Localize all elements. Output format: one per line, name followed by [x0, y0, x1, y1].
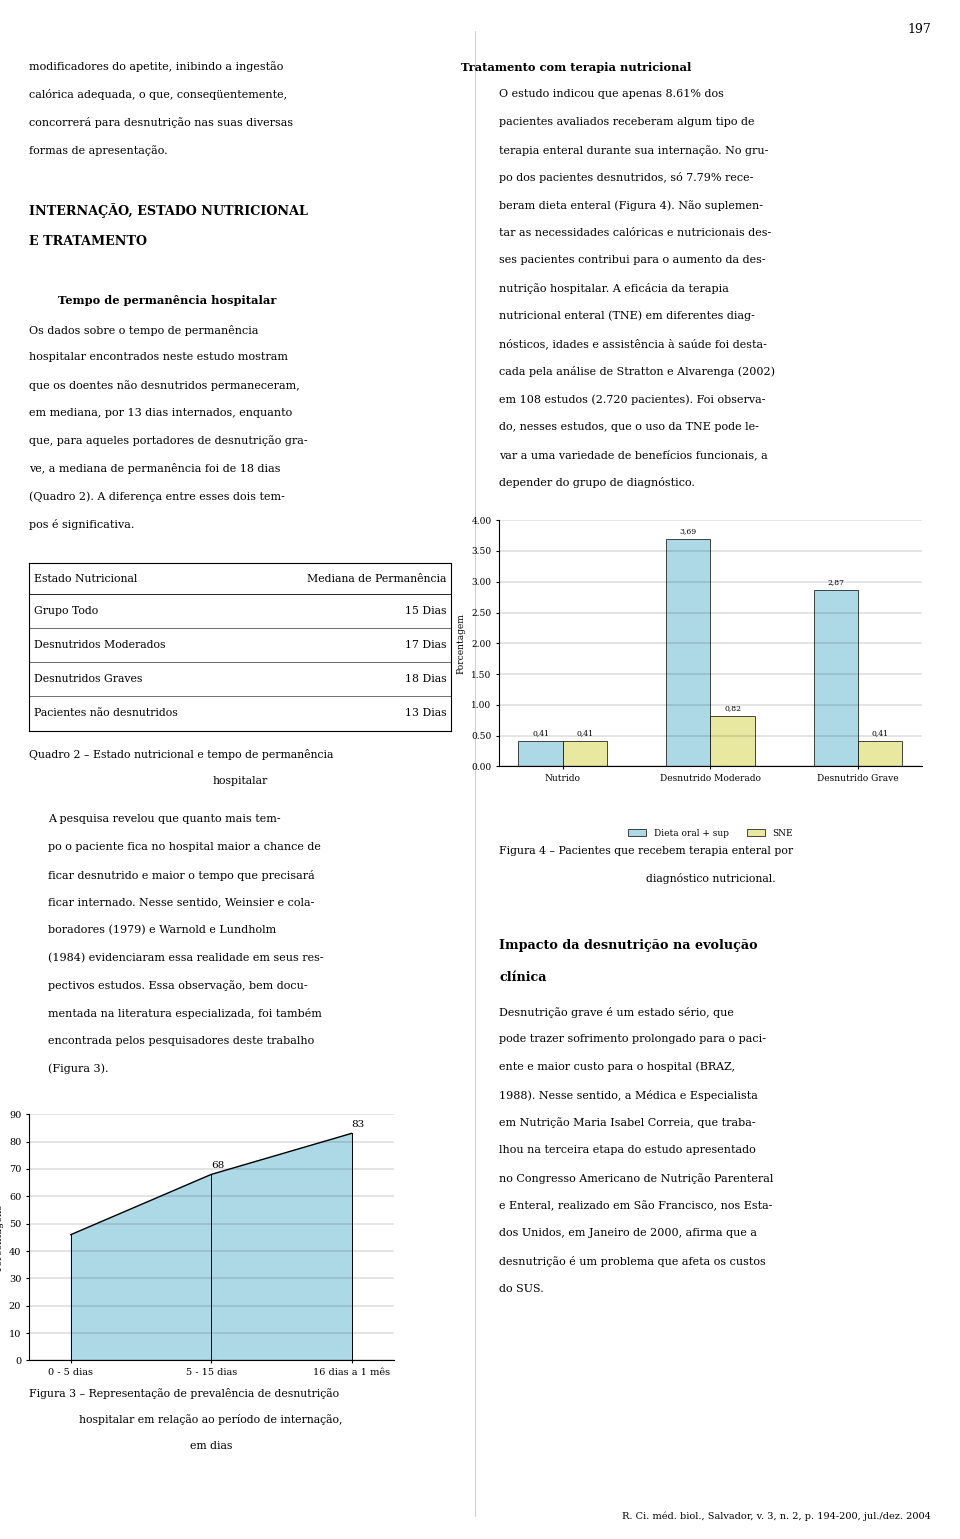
Text: (Quadro 2). A diferença entre esses dois tem-: (Quadro 2). A diferença entre esses dois…: [29, 491, 285, 502]
Text: em Nutrição Maria Isabel Correia, que traba-: em Nutrição Maria Isabel Correia, que tr…: [499, 1117, 756, 1128]
Text: cada pela análise de Stratton e Alvarenga (2002): cada pela análise de Stratton e Alvareng…: [499, 366, 776, 377]
Text: 13 Dias: 13 Dias: [405, 708, 446, 717]
Y-axis label: Porcentagem: Porcentagem: [457, 613, 466, 674]
Text: INTERNAÇÃO, ESTADO NUTRICIONAL: INTERNAÇÃO, ESTADO NUTRICIONAL: [29, 203, 307, 219]
Text: 0,41: 0,41: [576, 729, 593, 737]
Bar: [666, 539, 710, 766]
Text: Grupo Todo: Grupo Todo: [34, 606, 98, 616]
Bar: [563, 742, 607, 766]
Text: lhou na terceira etapa do estudo apresentado: lhou na terceira etapa do estudo apresen…: [499, 1145, 756, 1154]
Text: em dias: em dias: [190, 1441, 232, 1450]
Text: 0,41: 0,41: [532, 729, 549, 737]
Text: Tempo de permanência hospitalar: Tempo de permanência hospitalar: [58, 295, 276, 306]
Text: po dos pacientes desnutridos, só 7.79% rece-: po dos pacientes desnutridos, só 7.79% r…: [499, 172, 754, 183]
Text: Desnutridos Graves: Desnutridos Graves: [34, 674, 142, 683]
Text: em 108 estudos (2.720 pacientes). Foi observa-: em 108 estudos (2.720 pacientes). Foi ob…: [499, 394, 766, 405]
Text: Figura 3 – Representação de prevalência de desnutrição: Figura 3 – Representação de prevalência …: [29, 1388, 339, 1399]
Legend: Dieta oral + sup, SNE: Dieta oral + sup, SNE: [625, 825, 796, 842]
Text: pectivos estudos. Essa observação, bem docu-: pectivos estudos. Essa observação, bem d…: [48, 980, 307, 991]
Text: diagnóstico nutricional.: diagnóstico nutricional.: [645, 873, 776, 883]
Text: que, para aqueles portadores de desnutrição gra-: que, para aqueles portadores de desnutri…: [29, 436, 307, 446]
Text: calórica adequada, o que, conseqüentemente,: calórica adequada, o que, conseqüentemen…: [29, 89, 287, 100]
Text: tar as necessidades calóricas e nutricionais des-: tar as necessidades calóricas e nutricio…: [499, 228, 772, 237]
Text: boradores (1979) e Warnold e Lundholm: boradores (1979) e Warnold e Lundholm: [48, 925, 276, 936]
Text: terapia enteral durante sua internação. No gru-: terapia enteral durante sua internação. …: [499, 145, 769, 155]
Text: pacientes avaliados receberam algum tipo de: pacientes avaliados receberam algum tipo…: [499, 117, 755, 126]
Text: pos é significativa.: pos é significativa.: [29, 519, 134, 529]
Text: formas de apresentação.: formas de apresentação.: [29, 145, 167, 155]
Text: Figura 4 – Pacientes que recebem terapia enteral por: Figura 4 – Pacientes que recebem terapia…: [499, 846, 793, 856]
Text: hospitalar em relação ao período de internação,: hospitalar em relação ao período de inte…: [80, 1414, 343, 1425]
Text: ficar internado. Nesse sentido, Weinsier e cola-: ficar internado. Nesse sentido, Weinsier…: [48, 897, 314, 906]
Text: Os dados sobre o tempo de permanência: Os dados sobre o tempo de permanência: [29, 325, 258, 336]
Text: 2,87: 2,87: [828, 579, 845, 586]
Bar: [858, 742, 902, 766]
Text: hospitalar encontrados neste estudo mostram: hospitalar encontrados neste estudo most…: [29, 352, 288, 362]
Text: hospitalar: hospitalar: [212, 776, 268, 785]
Text: 83: 83: [351, 1120, 365, 1130]
Text: beram dieta enteral (Figura 4). Não suplemen-: beram dieta enteral (Figura 4). Não supl…: [499, 200, 763, 211]
Text: Quadro 2 – Estado nutricional e tempo de permanência: Quadro 2 – Estado nutricional e tempo de…: [29, 749, 333, 760]
Text: pode trazer sofrimento prolongado para o paci-: pode trazer sofrimento prolongado para o…: [499, 1034, 766, 1043]
Text: clínica: clínica: [499, 971, 546, 983]
Text: 3,69: 3,69: [680, 528, 697, 536]
Text: ses pacientes contribui para o aumento da des-: ses pacientes contribui para o aumento d…: [499, 255, 766, 265]
Text: depender do grupo de diagnóstico.: depender do grupo de diagnóstico.: [499, 477, 695, 488]
Text: 15 Dias: 15 Dias: [405, 606, 446, 616]
Text: modificadores do apetite, inibindo a ingestão: modificadores do apetite, inibindo a ing…: [29, 62, 283, 72]
Text: nósticos, idades e assistência à saúde foi desta-: nósticos, idades e assistência à saúde f…: [499, 339, 767, 349]
Text: 1988). Nesse sentido, a Médica e Especialista: 1988). Nesse sentido, a Médica e Especia…: [499, 1090, 758, 1100]
Bar: [518, 742, 563, 766]
Bar: [710, 716, 755, 766]
Text: A pesquisa revelou que quanto mais tem-: A pesquisa revelou que quanto mais tem-: [48, 814, 280, 823]
Text: do SUS.: do SUS.: [499, 1284, 544, 1293]
Text: ficar desnutrido e maior o tempo que precisará: ficar desnutrido e maior o tempo que pre…: [48, 870, 315, 880]
Text: (Figura 3).: (Figura 3).: [48, 1063, 108, 1074]
Text: que os doentes não desnutridos permaneceram,: que os doentes não desnutridos permanece…: [29, 380, 300, 391]
Text: Estado Nutricional: Estado Nutricional: [34, 574, 137, 583]
Text: 0,82: 0,82: [724, 705, 741, 713]
Text: Desnutrição grave é um estado sério, que: Desnutrição grave é um estado sério, que: [499, 1007, 734, 1017]
Text: O estudo indicou que apenas 8.61% dos: O estudo indicou que apenas 8.61% dos: [499, 89, 724, 98]
Text: nutrição hospitalar. A eficácia da terapia: nutrição hospitalar. A eficácia da terap…: [499, 283, 729, 294]
Text: desnutrição é um problema que afeta os custos: desnutrição é um problema que afeta os c…: [499, 1256, 766, 1267]
Text: no Congresso Americano de Nutrição Parenteral: no Congresso Americano de Nutrição Paren…: [499, 1173, 774, 1183]
Text: Desnutridos Moderados: Desnutridos Moderados: [34, 640, 165, 649]
Text: 197: 197: [907, 23, 931, 35]
Text: Tratamento com terapia nutricional: Tratamento com terapia nutricional: [461, 62, 691, 72]
Bar: [814, 589, 858, 766]
Text: Mediana de Permanência: Mediana de Permanência: [307, 574, 446, 583]
Text: 17 Dias: 17 Dias: [405, 640, 446, 649]
Text: mentada na literatura especializada, foi também: mentada na literatura especializada, foi…: [48, 1008, 322, 1019]
Text: E TRATAMENTO: E TRATAMENTO: [29, 235, 147, 248]
Text: (1984) evidenciaram essa realidade em seus res-: (1984) evidenciaram essa realidade em se…: [48, 953, 324, 963]
Text: Pacientes não desnutridos: Pacientes não desnutridos: [34, 708, 178, 717]
Text: Impacto da desnutrição na evolução: Impacto da desnutrição na evolução: [499, 939, 757, 951]
Text: ve, a mediana de permanência foi de 18 dias: ve, a mediana de permanência foi de 18 d…: [29, 463, 280, 474]
Text: var a uma variedade de benefícios funcionais, a: var a uma variedade de benefícios funcio…: [499, 449, 768, 460]
Text: nutricional enteral (TNE) em diferentes diag-: nutricional enteral (TNE) em diferentes …: [499, 311, 756, 322]
Text: 0,41: 0,41: [872, 729, 889, 737]
Text: R. Ci. méd. biol., Salvador, v. 3, n. 2, p. 194-200, jul./dez. 2004: R. Ci. méd. biol., Salvador, v. 3, n. 2,…: [622, 1511, 931, 1521]
Text: encontrada pelos pesquisadores deste trabalho: encontrada pelos pesquisadores deste tra…: [48, 1036, 314, 1045]
Text: po o paciente fica no hospital maior a chance de: po o paciente fica no hospital maior a c…: [48, 842, 321, 851]
Text: 68: 68: [211, 1162, 225, 1170]
Text: e Enteral, realizado em São Francisco, nos Esta-: e Enteral, realizado em São Francisco, n…: [499, 1200, 773, 1211]
Y-axis label: Porcentagens: Porcentagens: [0, 1203, 3, 1271]
Text: ente e maior custo para o hospital (BRAZ,: ente e maior custo para o hospital (BRAZ…: [499, 1062, 735, 1073]
Text: do, nesses estudos, que o uso da TNE pode le-: do, nesses estudos, que o uso da TNE pod…: [499, 422, 759, 431]
Text: em mediana, por 13 dias internados, enquanto: em mediana, por 13 dias internados, enqu…: [29, 408, 292, 417]
Text: dos Unidos, em Janeiro de 2000, afirma que a: dos Unidos, em Janeiro de 2000, afirma q…: [499, 1228, 757, 1237]
Text: concorrerá para desnutrição nas suas diversas: concorrerá para desnutrição nas suas div…: [29, 117, 293, 128]
Text: 18 Dias: 18 Dias: [405, 674, 446, 683]
